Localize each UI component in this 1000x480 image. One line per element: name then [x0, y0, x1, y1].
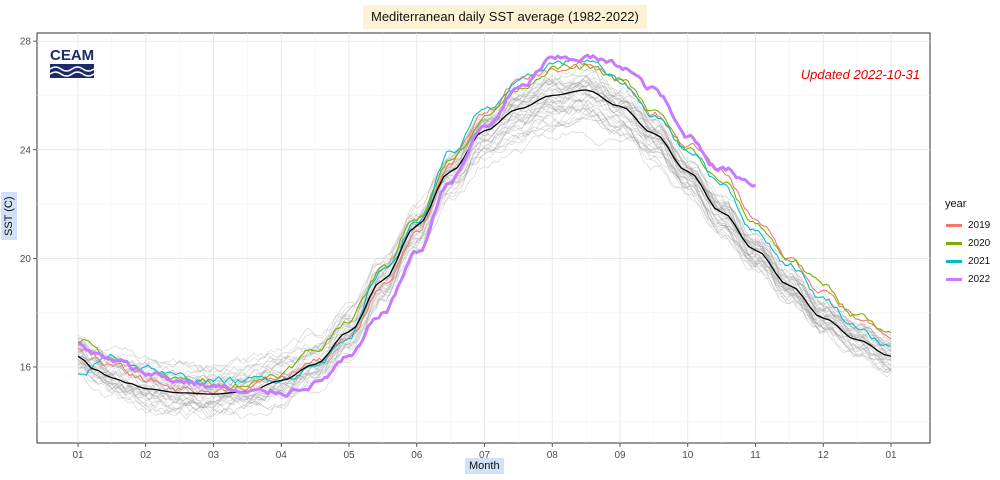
- logo-text: CEAM: [50, 47, 95, 64]
- x-tick-label: 02: [140, 450, 152, 461]
- legend-item-2019: 2019: [945, 216, 990, 234]
- x-tick-label: 10: [682, 450, 694, 461]
- historical-year-line: [77, 80, 892, 388]
- historical-year-line: [77, 81, 892, 405]
- historical-year-line: [77, 106, 892, 395]
- historical-year-line: [77, 74, 892, 411]
- legend-label: 2022: [968, 273, 991, 285]
- x-tick-label: 09: [614, 450, 626, 461]
- historical-year-line: [77, 75, 892, 405]
- plot-panel: [36, 32, 931, 444]
- x-axis-label: Month: [465, 458, 504, 474]
- x-tick-label: 01: [72, 450, 84, 461]
- legend-key: [946, 223, 962, 227]
- historical-year-line: [77, 63, 892, 410]
- x-tick-label: 03: [208, 450, 220, 461]
- chart-title: Mediterranean daily SST average (1982-20…: [363, 5, 647, 29]
- x-tick-label: 05: [343, 450, 355, 461]
- x-tick-label: 06: [411, 450, 423, 461]
- legend-label: 2019: [968, 219, 991, 231]
- legend-item-2022: 2022: [945, 270, 990, 288]
- historical-year-line: [77, 96, 892, 420]
- legend-title: year: [945, 198, 967, 210]
- historical-year-line: [77, 78, 892, 400]
- y-axis-label: SST (C): [1, 192, 17, 240]
- historical-year-line: [77, 93, 892, 383]
- historical-year-line: [77, 105, 892, 414]
- historical-year-line: [77, 84, 892, 394]
- series-line-2021: [77, 58, 892, 385]
- legend-key: [946, 259, 962, 263]
- x-tick-label: 04: [276, 450, 288, 461]
- historical-year-line: [77, 117, 892, 409]
- historical-year-line: [77, 101, 892, 381]
- series-line-climatology-mean: [77, 89, 892, 395]
- legend-label: 2020: [968, 237, 991, 249]
- historical-year-line: [77, 113, 892, 388]
- y-tick-label: 28: [20, 37, 32, 48]
- historical-year-line: [77, 114, 892, 401]
- logo-waves-icon: [49, 64, 95, 78]
- x-tick-label: 01: [885, 450, 897, 461]
- legend-key: [946, 241, 962, 245]
- x-tick-label: 08: [547, 450, 559, 461]
- updated-label: Updated 2022-10-31: [800, 67, 920, 82]
- series-lines: [77, 53, 892, 398]
- historical-year-line: [77, 113, 892, 399]
- historical-year-line: [77, 94, 892, 407]
- historical-year-line: [77, 99, 892, 375]
- x-tick-label: 07: [479, 450, 491, 461]
- legend-item-2020: 2020: [945, 234, 990, 252]
- historical-year-line: [77, 88, 892, 407]
- historical-year-line: [77, 90, 892, 384]
- historical-year-line: [77, 86, 892, 374]
- axes: 01 02 03 04 05 06 07 08 09 10 11 12 01 16 20 24 28: [20, 37, 897, 461]
- historical-year-line: [77, 107, 892, 409]
- x-tick-label: 12: [818, 450, 830, 461]
- y-tick-label: 20: [20, 254, 32, 265]
- y-tick-label: 24: [20, 145, 32, 156]
- historical-year-line: [77, 84, 892, 388]
- y-tick-label: 16: [20, 362, 32, 373]
- historical-year-line: [77, 75, 892, 420]
- series-line-2022: [78, 53, 757, 398]
- legend-item-2021: 2021: [945, 252, 990, 270]
- legend-key: [946, 277, 962, 281]
- historical-years: [77, 63, 892, 421]
- x-tick-label: 11: [750, 450, 761, 461]
- legend: year 2019 2020 2021 2022: [945, 198, 990, 288]
- historical-year-line: [77, 84, 892, 413]
- ceam-logo: CEAM: [49, 47, 95, 83]
- historical-year-line: [77, 103, 892, 409]
- legend-label: 2021: [968, 255, 991, 267]
- historical-year-line: [77, 95, 892, 421]
- historical-year-line: [77, 68, 892, 409]
- historical-year-line: [77, 130, 892, 400]
